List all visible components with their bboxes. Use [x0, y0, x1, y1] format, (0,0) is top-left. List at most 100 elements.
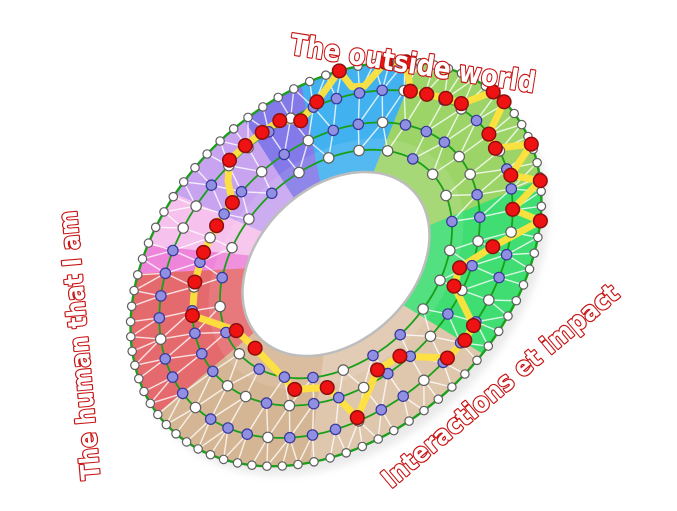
ring-node	[159, 267, 172, 280]
ring-node	[293, 459, 303, 470]
ring-node	[330, 92, 343, 105]
ring-node	[493, 271, 505, 284]
ring-node	[532, 157, 542, 168]
ring-node	[278, 148, 290, 161]
ring-node	[524, 264, 535, 274]
path-node-red	[485, 239, 501, 255]
path-node-red	[369, 362, 386, 378]
path-nodes	[184, 54, 548, 426]
path-node-red	[272, 113, 288, 129]
ring-node	[440, 189, 452, 202]
path-node-red	[402, 83, 418, 99]
ring-node	[434, 274, 446, 287]
ring-node	[218, 208, 230, 220]
ring-node	[511, 295, 522, 306]
ring-node	[367, 349, 379, 362]
ring-node	[258, 102, 268, 112]
ring-node	[399, 119, 412, 131]
ring-node	[205, 449, 216, 460]
ring-node	[419, 405, 429, 416]
ring-node	[239, 390, 252, 403]
ring-node	[353, 61, 363, 71]
ring-node	[153, 312, 166, 324]
path-node-red	[453, 96, 469, 112]
path-node-red	[331, 63, 347, 79]
ring-node	[453, 150, 465, 163]
ring-node	[473, 211, 486, 223]
ring-node	[221, 379, 234, 392]
ring-node	[155, 290, 167, 302]
ring-node	[307, 397, 320, 410]
ring-node	[262, 431, 274, 444]
path-node-red	[247, 340, 263, 356]
path-node-red	[532, 213, 548, 229]
ring-node	[357, 381, 370, 394]
path-node-red	[532, 173, 548, 189]
ring-node	[505, 226, 517, 238]
ring-node	[253, 363, 266, 375]
ring-node	[536, 186, 546, 197]
path-node-red	[419, 86, 435, 102]
ring-node	[278, 371, 291, 383]
ring-node	[420, 125, 433, 138]
path-node-red	[446, 278, 462, 294]
path-node-red	[481, 126, 497, 142]
ring-node	[177, 222, 189, 234]
ring-node	[325, 453, 335, 463]
ring-node	[503, 311, 513, 321]
ring-node	[302, 134, 315, 147]
ring-node	[529, 248, 540, 258]
path-node-red	[496, 94, 512, 110]
ring-node	[134, 373, 144, 384]
ring-node	[243, 112, 253, 123]
ring-node	[176, 387, 189, 400]
ring-node	[153, 409, 163, 420]
ring-node	[404, 416, 414, 426]
ring-node	[159, 353, 171, 365]
ring-node	[193, 444, 203, 454]
ring-node	[159, 207, 169, 217]
ring-node	[375, 403, 388, 416]
ring-node	[189, 327, 201, 340]
path-node-red	[505, 201, 521, 217]
ring-node	[243, 213, 255, 225]
ring-node	[536, 201, 547, 212]
ring-node	[446, 215, 458, 228]
ring-node	[232, 458, 243, 468]
ring-node	[215, 136, 225, 146]
ring-node	[306, 429, 319, 441]
ring-node	[207, 365, 219, 378]
ring-node	[418, 374, 430, 387]
ring-node	[235, 185, 248, 198]
ring-node	[320, 70, 331, 80]
ring-node	[145, 398, 156, 409]
ring-node	[337, 364, 350, 376]
path-node-red	[438, 90, 454, 106]
ring-node	[190, 162, 200, 173]
sector-pink-light	[147, 191, 264, 256]
ring-node	[171, 428, 181, 439]
ring-node	[332, 391, 345, 404]
path-node-red	[228, 323, 244, 339]
ring-node	[204, 231, 216, 244]
ring-node	[424, 330, 437, 343]
ring-node	[429, 60, 440, 70]
path-node-red	[184, 307, 200, 324]
ring-node	[443, 244, 456, 257]
ring-node	[283, 431, 296, 444]
ring-node	[509, 108, 519, 119]
ring-node	[255, 165, 268, 178]
ring-node	[438, 136, 451, 148]
ring-node	[469, 74, 479, 84]
ring-node	[505, 183, 518, 195]
ring-node	[293, 166, 305, 179]
ring-node	[202, 149, 212, 159]
ring-node	[304, 76, 315, 87]
donut-hole	[241, 170, 431, 358]
ring-node	[357, 441, 368, 452]
ring-node	[129, 285, 139, 296]
ring-node	[376, 116, 389, 129]
ring-node	[443, 63, 454, 74]
path-node-red	[485, 84, 501, 100]
